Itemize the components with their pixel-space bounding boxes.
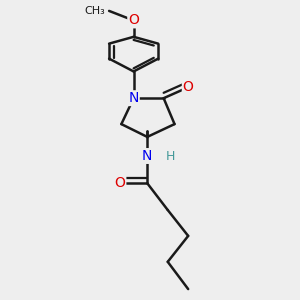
Text: O: O	[115, 176, 125, 190]
Text: H: H	[166, 149, 175, 163]
Text: O: O	[128, 14, 139, 28]
Text: N: N	[142, 149, 152, 163]
Text: N: N	[128, 91, 139, 105]
Text: O: O	[183, 80, 194, 94]
Text: CH₃: CH₃	[84, 6, 105, 16]
